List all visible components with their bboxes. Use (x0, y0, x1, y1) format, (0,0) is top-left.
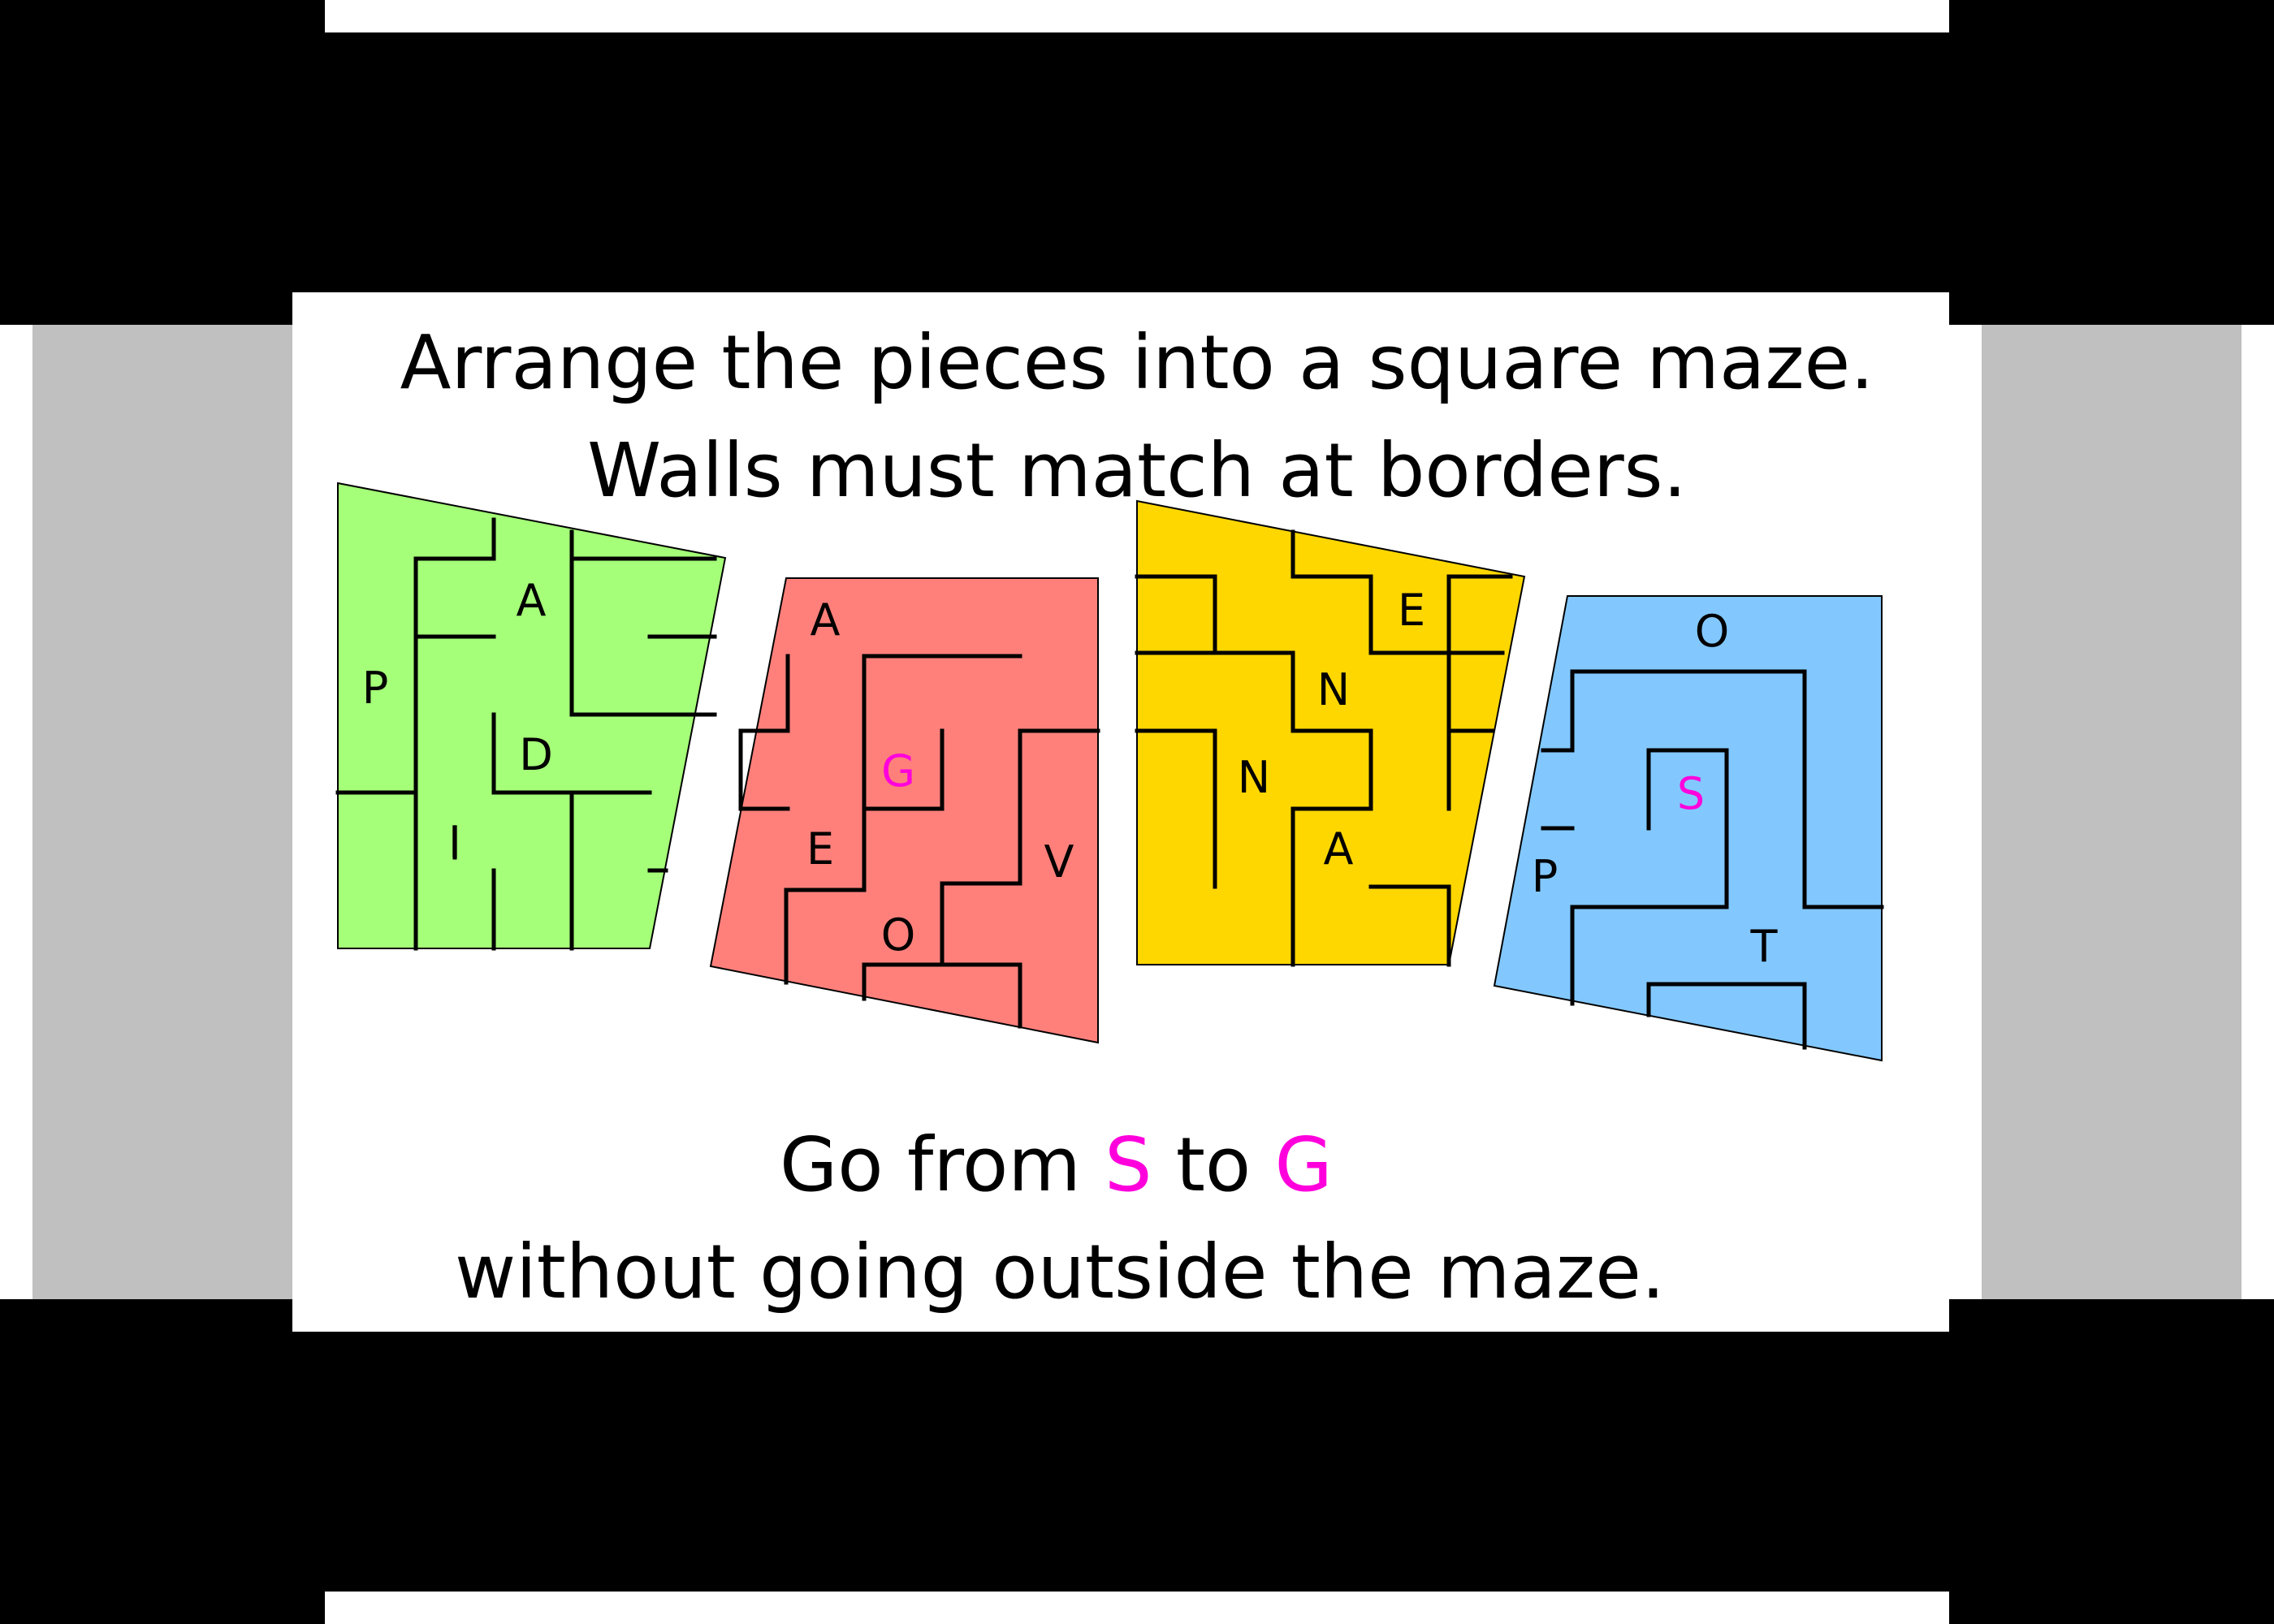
red-letter-0: A (811, 594, 841, 646)
bottom-black-band (0, 1332, 2274, 1592)
blue-letter-0: O (1695, 606, 1730, 657)
maze-piece-yellow[interactable]: E N N A (1135, 499, 1526, 967)
blue-letter-1: S (1677, 768, 1705, 819)
blue-letter-2: P (1532, 851, 1559, 902)
maze-piece-blue[interactable]: O S P T (1493, 595, 1884, 1062)
instruction-line-3: Go from S to G (731, 1121, 1543, 1210)
green-letter-0: A (517, 575, 547, 626)
yellow-letter-3: A (1324, 823, 1354, 875)
red-letter-4: O (881, 909, 916, 961)
top-black-band-right (1949, 0, 2274, 325)
yellow-letter-0: E (1398, 585, 1425, 636)
right-gray-panel (1982, 325, 2242, 1299)
green-letter-2: D (519, 729, 553, 780)
red-letter-1: G (881, 745, 915, 797)
left-gray-panel (32, 325, 292, 1299)
instruction-line-4: without going outside the maze. (455, 1229, 1666, 1315)
instruction-line-1: Arrange the pieces into a square maze. (400, 319, 1874, 406)
instruction-prefix: Go from (780, 1121, 1105, 1208)
instruction-middle: to (1152, 1121, 1275, 1208)
bottom-black-band-right (1949, 1299, 2274, 1624)
blue-letter-3: T (1750, 921, 1779, 972)
goal-letter: G (1274, 1121, 1333, 1208)
instruction-line-2: Walls must match at borders. (587, 427, 1687, 514)
yellow-letter-2: N (1238, 752, 1270, 803)
bottom-black-band-left (0, 1299, 325, 1624)
maze-piece-green[interactable]: A P D I (335, 482, 727, 951)
red-letter-3: V (1044, 836, 1074, 888)
top-black-band-left (0, 0, 325, 325)
green-letter-1: P (362, 663, 389, 714)
yellow-letter-1: N (1317, 664, 1350, 715)
green-letter-3: I (448, 817, 461, 868)
top-black-band (0, 32, 2274, 292)
maze-piece-red[interactable]: A G E V O (709, 577, 1100, 1044)
start-letter: S (1105, 1121, 1152, 1208)
red-letter-2: E (806, 823, 834, 875)
